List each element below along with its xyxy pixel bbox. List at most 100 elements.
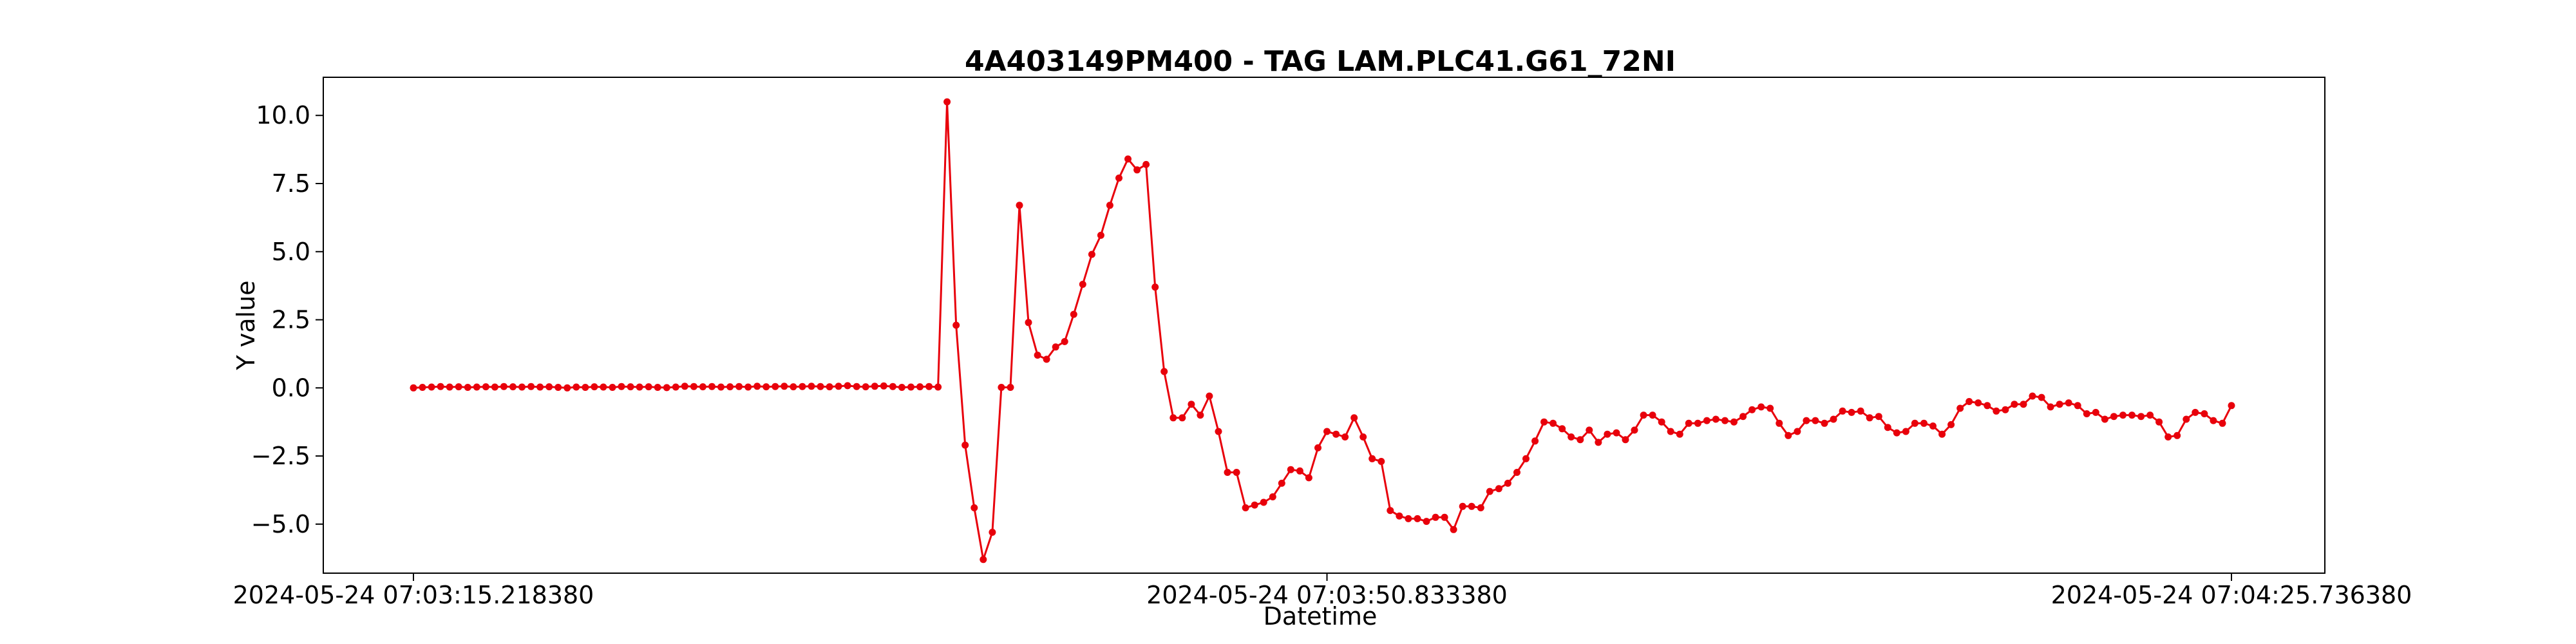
data-point bbox=[2083, 410, 2090, 417]
data-point bbox=[1088, 251, 1095, 258]
data-point bbox=[1396, 512, 1403, 520]
data-point bbox=[609, 384, 616, 391]
data-point bbox=[1251, 501, 1258, 509]
data-point bbox=[1622, 436, 1629, 444]
data-point bbox=[1007, 384, 1014, 391]
data-point bbox=[1522, 455, 1530, 462]
data-point bbox=[1757, 403, 1765, 411]
data-point bbox=[1513, 469, 1520, 476]
data-point bbox=[527, 383, 535, 390]
y-tick-label: 7.5 bbox=[272, 169, 310, 198]
data-point bbox=[1730, 418, 1738, 426]
data-point bbox=[1586, 426, 1593, 434]
data-point bbox=[1450, 526, 1457, 533]
data-point bbox=[1884, 424, 1891, 431]
data-point bbox=[1477, 504, 1484, 511]
plot-area bbox=[323, 77, 2325, 574]
data-point bbox=[600, 383, 607, 391]
data-point bbox=[564, 384, 571, 392]
data-point bbox=[1694, 419, 1701, 427]
data-point bbox=[1233, 469, 1240, 476]
data-point bbox=[2155, 418, 2163, 426]
data-point bbox=[636, 383, 643, 391]
data-point bbox=[1984, 402, 1991, 410]
data-point bbox=[1504, 479, 1511, 487]
data-point bbox=[2092, 408, 2099, 416]
data-point bbox=[844, 382, 851, 390]
data-point bbox=[428, 383, 435, 391]
data-point bbox=[1631, 426, 1638, 434]
data-point bbox=[1224, 469, 1231, 476]
data-point bbox=[1685, 419, 1692, 427]
data-point bbox=[1812, 417, 1819, 424]
data-point bbox=[582, 384, 589, 391]
data-point bbox=[853, 383, 860, 390]
data-point bbox=[961, 441, 969, 449]
data-point bbox=[1468, 502, 1475, 510]
data-point bbox=[1215, 428, 1222, 435]
x-tick-label: 2024-05-24 07:04:25.736380 bbox=[2051, 581, 2412, 609]
data-point bbox=[545, 383, 553, 391]
data-point bbox=[1748, 406, 1756, 413]
data-point bbox=[1531, 437, 1539, 445]
data-point bbox=[455, 383, 462, 391]
data-point bbox=[1278, 479, 1285, 487]
data-point bbox=[1124, 155, 1132, 163]
x-axis: 2024-05-24 07:03:15.218380 2024-05-24 07:… bbox=[233, 573, 2412, 609]
data-point bbox=[1558, 425, 1566, 433]
data-point bbox=[554, 384, 562, 391]
data-point bbox=[1423, 518, 1430, 526]
data-point bbox=[1567, 433, 1575, 440]
data-point bbox=[989, 529, 996, 536]
data-point bbox=[1703, 417, 1710, 424]
data-point bbox=[898, 384, 905, 391]
data-point bbox=[1486, 488, 1493, 495]
data-point bbox=[781, 383, 788, 390]
data-point bbox=[952, 321, 960, 329]
data-point bbox=[1893, 429, 1900, 437]
data-point bbox=[509, 383, 516, 391]
series-markers bbox=[410, 98, 2235, 564]
data-point bbox=[1640, 412, 1647, 419]
data-point bbox=[1667, 428, 1674, 435]
data-point bbox=[790, 383, 797, 391]
data-point bbox=[1785, 431, 1792, 439]
data-point bbox=[1540, 418, 1548, 426]
data-point bbox=[1133, 166, 1141, 174]
data-point bbox=[1929, 422, 1937, 430]
data-point bbox=[2183, 415, 2190, 423]
data-point bbox=[1016, 202, 1023, 209]
x-tick-label: 2024-05-24 07:03:15.218380 bbox=[233, 581, 594, 609]
data-point bbox=[2056, 401, 2063, 408]
data-point bbox=[1170, 414, 1177, 422]
data-point bbox=[753, 383, 761, 390]
data-point bbox=[708, 383, 715, 390]
data-point bbox=[2101, 415, 2108, 423]
data-point bbox=[1197, 412, 1204, 419]
data-point bbox=[744, 383, 752, 391]
data-point bbox=[663, 384, 670, 392]
data-point bbox=[2192, 408, 2199, 416]
data-point bbox=[1097, 231, 1104, 239]
data-point bbox=[1712, 415, 1719, 423]
data-point bbox=[1821, 419, 1828, 427]
data-point bbox=[1287, 466, 1294, 473]
data-point bbox=[1414, 515, 1421, 522]
series-line bbox=[413, 100, 2233, 561]
data-point bbox=[1188, 401, 1195, 408]
data-point bbox=[1368, 455, 1376, 462]
data-point bbox=[735, 383, 743, 390]
data-point bbox=[1405, 515, 1412, 522]
data-point bbox=[1495, 485, 1502, 493]
chart-title: 4A403149PM400 - TAG LAM.PLC41.G61_72NI bbox=[965, 45, 1676, 78]
data-point bbox=[1658, 418, 1665, 426]
data-point bbox=[1649, 412, 1656, 419]
data-point bbox=[1323, 428, 1331, 435]
data-point bbox=[943, 98, 951, 106]
y-tick-label: 5.0 bbox=[272, 238, 310, 266]
y-axis: −5.0 −2.5 0.0 2.5 5.0 7.5 10.0 bbox=[251, 101, 323, 538]
x-tick-label: 2024-05-24 07:03:50.833380 bbox=[1146, 581, 1508, 609]
data-point bbox=[907, 383, 914, 391]
data-point bbox=[762, 383, 770, 391]
data-point bbox=[1034, 352, 1041, 359]
